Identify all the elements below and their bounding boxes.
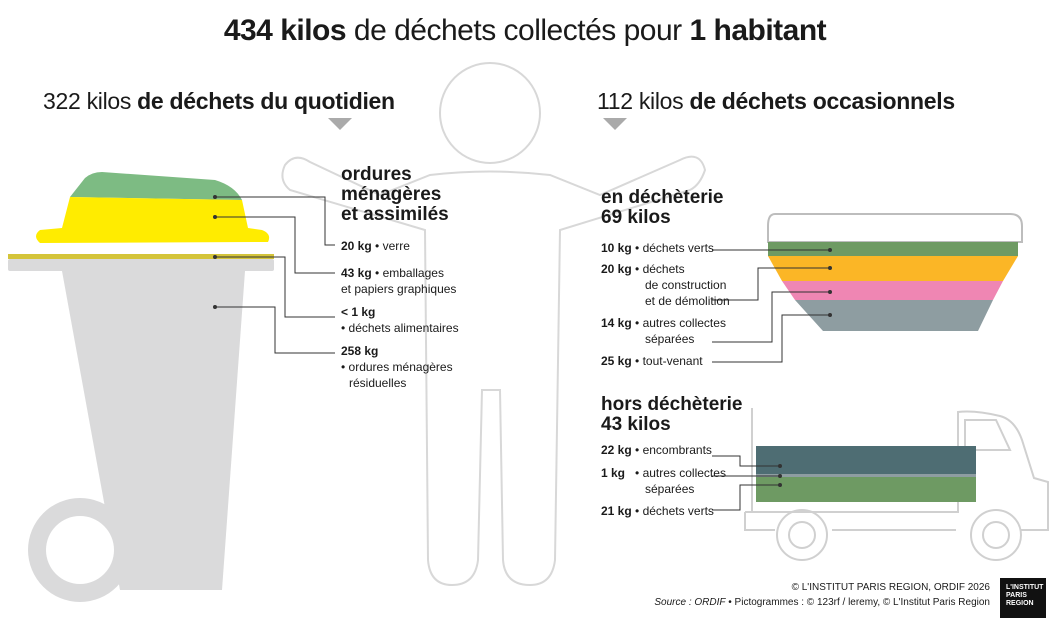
truck-layer-verts — [756, 477, 976, 502]
source-line: Source : ORDIF • Pictogrammes : © 123rf … — [654, 597, 990, 608]
household-item-verre: 20 kg • verre — [341, 239, 410, 253]
main-title: 434 kilos de déchets collectés pour 1 ha… — [0, 14, 1050, 48]
decheterie-item-construction: 20 kg • déchets de construction et de dé… — [601, 262, 730, 308]
left-section-title: 322 kilos de déchets du quotidien — [43, 88, 395, 114]
truck-leader-lines — [712, 455, 780, 511]
skip-layer-green — [768, 242, 1018, 256]
household-item-alimentaires: < 1 kg • déchets alimentaires — [341, 305, 459, 335]
truck-layer-autres — [756, 474, 976, 477]
decheterie-item-verts: 10 kg • déchets verts — [601, 241, 714, 255]
hors-decheterie-heading: hors déchèterie 43 kilos — [601, 394, 743, 435]
bin-lid-yellow — [36, 197, 270, 243]
arrow-down-right-icon — [603, 118, 627, 130]
copyright: © L'INSTITUT PARIS REGION, ORDIF 2026 — [791, 582, 990, 593]
household-item-emballages: 43 kg • emballages et papiers graphiques — [341, 266, 457, 296]
title-total: 434 kilos — [223, 14, 347, 47]
skip-layer-grey — [795, 300, 993, 331]
bin-rim-band — [8, 254, 274, 259]
skip-layer-pink — [782, 281, 1003, 300]
hors-item-verts: 21 kg • déchets verts — [601, 504, 714, 518]
decheterie-item-autres: 14 kg • autres collectes séparées — [601, 316, 726, 346]
household-item-residuelles: 258 kg • ordures ménagères résiduelles — [341, 344, 453, 390]
skip-layer-orange — [768, 256, 1018, 281]
bin-lid-green — [70, 172, 242, 200]
institut-logo: L'INSTITUT PARIS REGION — [1000, 578, 1046, 618]
hors-item-autres: 1 kg • autres collectes séparées — [601, 466, 726, 496]
truck-layer-encombrants — [756, 446, 976, 474]
title-per: 1 habitant — [689, 14, 827, 47]
bin-rim — [8, 259, 274, 271]
household-heading: ordures ménagères et assimilés — [341, 164, 449, 225]
title-middle: de déchets collectés pour — [353, 14, 682, 47]
arrow-down-left-icon — [328, 118, 352, 130]
decheterie-heading: en déchèterie 69 kilos — [601, 187, 724, 228]
decheterie-item-tout-venant: 25 kg • tout-venant — [601, 354, 703, 368]
right-section-title: 112 kilos de déchets occasionnels — [597, 88, 955, 114]
bin-leader-lines — [215, 196, 335, 354]
hors-item-encombrants: 22 kg • encombrants — [601, 443, 712, 457]
skip-leader-lines — [712, 249, 830, 363]
